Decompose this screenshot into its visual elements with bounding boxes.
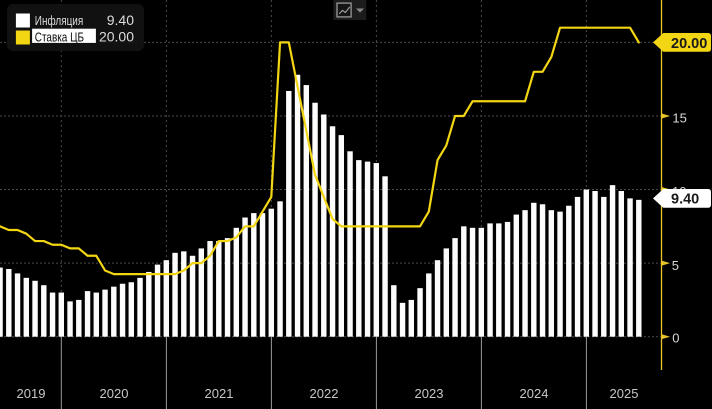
svg-text:0: 0	[672, 330, 679, 345]
svg-text:2025: 2025	[610, 386, 639, 401]
svg-text:20.00: 20.00	[99, 29, 134, 45]
svg-text:9.40: 9.40	[671, 192, 699, 208]
svg-text:2020: 2020	[100, 386, 129, 401]
svg-text:20.00: 20.00	[671, 36, 707, 52]
svg-text:2023: 2023	[415, 386, 444, 401]
svg-text:Ставка ЦБ: Ставка ЦБ	[35, 32, 84, 45]
svg-text:5: 5	[672, 258, 679, 273]
svg-text:2022: 2022	[310, 386, 339, 401]
svg-text:9.40: 9.40	[107, 12, 134, 28]
svg-text:2021: 2021	[205, 386, 234, 401]
svg-text:2024: 2024	[520, 386, 549, 401]
svg-text:Инфляция: Инфляция	[35, 15, 83, 28]
svg-text:2019: 2019	[17, 386, 46, 401]
svg-text:15: 15	[672, 111, 686, 126]
